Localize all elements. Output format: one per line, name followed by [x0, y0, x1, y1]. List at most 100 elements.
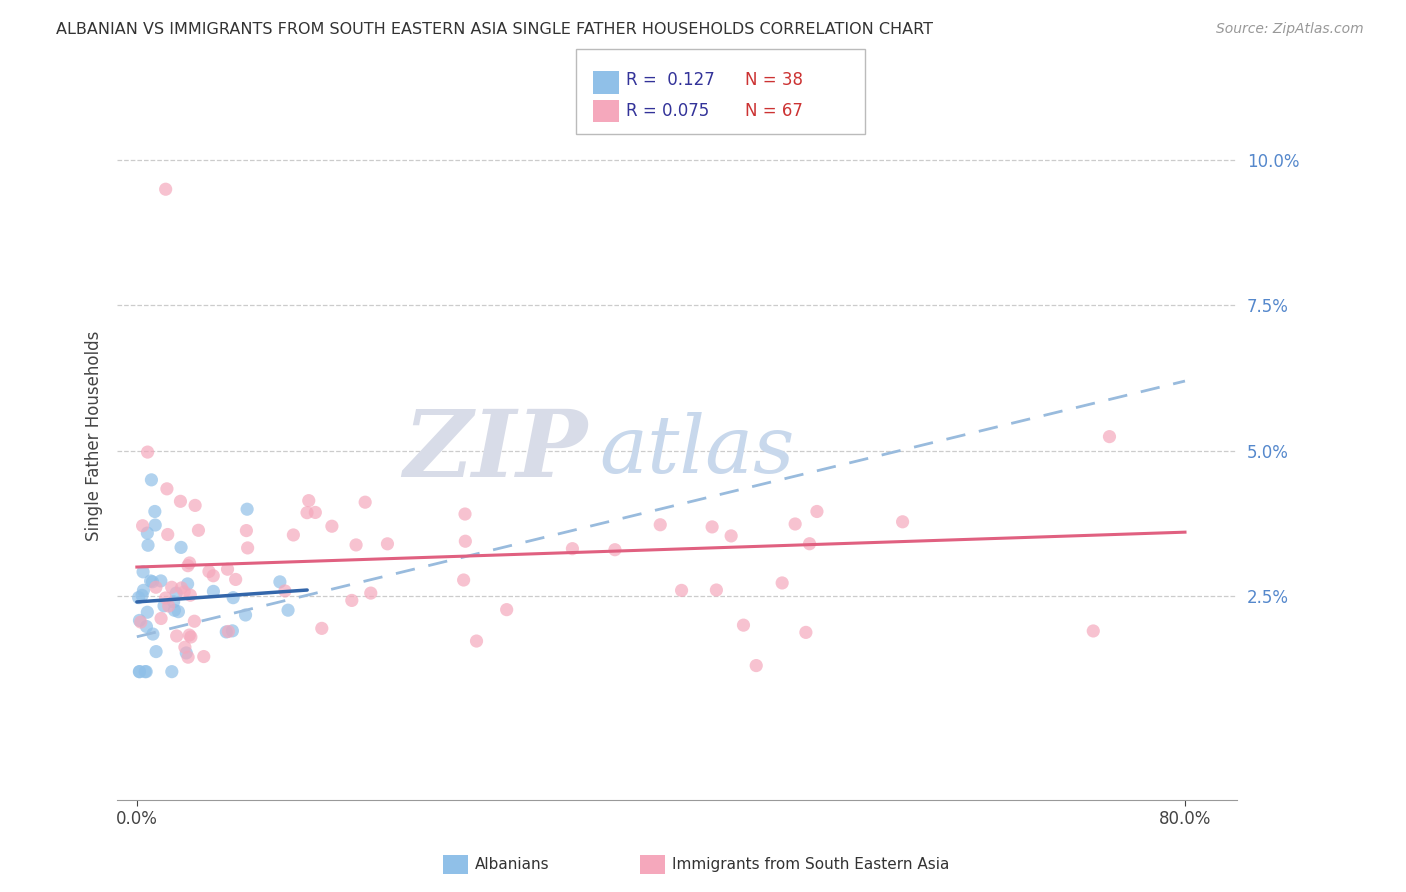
Point: [156, 527, 179, 541]
Text: R =  0.127: R = 0.127: [626, 71, 714, 89]
Point: [166, 629, 188, 643]
Point: [145, 580, 167, 594]
Point: [225, 573, 247, 587]
Point: [806, 504, 828, 518]
Point: [128, 591, 150, 605]
Text: Immigrants from South Eastern Asia: Immigrants from South Eastern Asia: [672, 857, 949, 871]
Point: [360, 586, 382, 600]
Point: [187, 524, 209, 538]
Text: R = 0.075: R = 0.075: [626, 102, 709, 120]
Point: [176, 577, 198, 591]
Point: [354, 495, 377, 509]
Point: [173, 585, 195, 599]
Point: [163, 603, 186, 617]
Point: [785, 516, 807, 531]
Point: [222, 591, 245, 605]
Point: [217, 624, 239, 639]
Point: [274, 584, 297, 599]
Point: [174, 640, 197, 655]
Point: [221, 624, 243, 638]
Point: [177, 650, 200, 665]
Point: [179, 588, 201, 602]
Point: [671, 583, 693, 598]
Point: [162, 595, 184, 609]
Point: [495, 602, 517, 616]
Point: [170, 581, 193, 595]
Point: [143, 504, 166, 518]
Point: [183, 614, 205, 628]
Point: [150, 611, 173, 625]
Text: N = 38: N = 38: [745, 71, 803, 89]
Point: [160, 580, 183, 594]
Point: [277, 603, 299, 617]
Point: [340, 593, 363, 607]
Point: [135, 665, 157, 679]
Point: [236, 502, 259, 516]
Point: [215, 624, 238, 639]
Point: [745, 658, 768, 673]
Point: [283, 528, 305, 542]
Point: [799, 537, 821, 551]
Point: [235, 607, 257, 622]
Point: [136, 605, 159, 619]
Point: [153, 599, 176, 613]
Point: [465, 634, 488, 648]
Point: [131, 588, 153, 602]
Point: [160, 665, 183, 679]
Point: [141, 574, 163, 589]
Point: [129, 615, 152, 629]
Point: [132, 565, 155, 579]
Point: [295, 506, 318, 520]
Point: [165, 586, 187, 600]
Point: [180, 630, 202, 644]
Point: [145, 644, 167, 658]
Point: [344, 538, 367, 552]
Point: [1083, 624, 1105, 638]
Text: N = 67: N = 67: [745, 102, 803, 120]
Point: [377, 537, 399, 551]
Point: [794, 625, 817, 640]
Point: [179, 628, 201, 642]
Point: [321, 519, 343, 533]
Point: [143, 518, 166, 533]
Point: [202, 568, 225, 582]
Point: [453, 573, 475, 587]
Point: [1098, 429, 1121, 443]
Point: [454, 534, 477, 549]
Point: [155, 182, 177, 196]
Point: [156, 482, 179, 496]
Point: [720, 529, 742, 543]
Point: [603, 542, 626, 557]
Point: [650, 517, 672, 532]
Point: [454, 507, 477, 521]
Point: [128, 614, 150, 628]
Point: [167, 605, 190, 619]
Point: [561, 541, 583, 556]
Point: [157, 599, 180, 613]
Point: [184, 499, 207, 513]
Point: [170, 541, 193, 555]
Point: [134, 665, 156, 679]
Point: [236, 541, 259, 555]
Point: [139, 574, 162, 588]
Point: [304, 505, 326, 519]
Point: [132, 583, 155, 598]
Point: [174, 646, 197, 660]
Point: [733, 618, 755, 632]
Point: [131, 518, 153, 533]
Text: ALBANIAN VS IMMIGRANTS FROM SOUTH EASTERN ASIA SINGLE FATHER HOUSEHOLDS CORRELAT: ALBANIAN VS IMMIGRANTS FROM SOUTH EASTER…: [56, 22, 934, 37]
Point: [128, 665, 150, 679]
Point: [141, 473, 163, 487]
Point: [169, 494, 191, 508]
Point: [179, 556, 201, 570]
Text: Albanians: Albanians: [475, 857, 550, 871]
Point: [136, 538, 159, 552]
Text: ZIP: ZIP: [404, 406, 588, 496]
Point: [193, 649, 215, 664]
Point: [135, 619, 157, 633]
Point: [235, 524, 257, 538]
Point: [706, 582, 728, 597]
Point: [311, 621, 333, 635]
Point: [770, 576, 793, 591]
Point: [149, 574, 172, 588]
